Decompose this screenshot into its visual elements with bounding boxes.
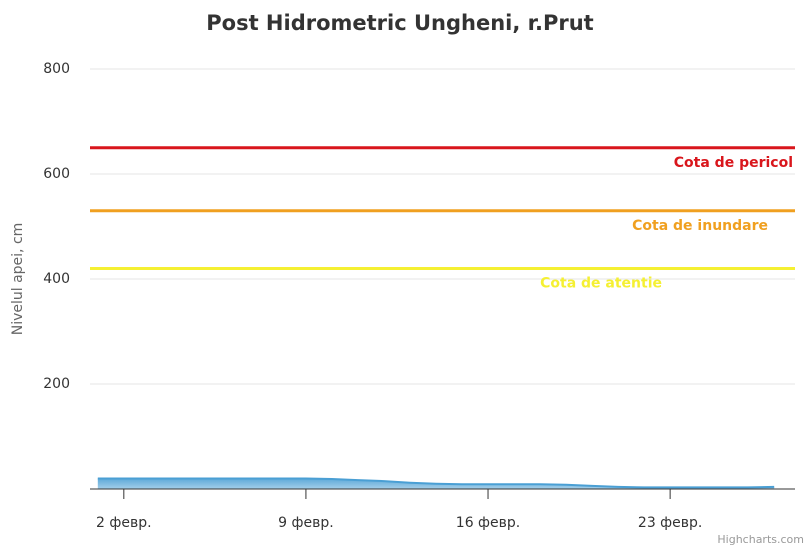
x-tick-label: 9 февр. (278, 515, 334, 531)
x-tick-label: 2 февр. (96, 515, 152, 531)
credits: Highcharts.com (717, 533, 804, 546)
y-axis-label: Nivelul apei, cm (10, 223, 26, 336)
area-line (97, 477, 775, 489)
y-tick-label: 400 (43, 271, 70, 287)
plot-line-label: Cota de atentie (540, 276, 662, 292)
y-tick-label: 800 (43, 61, 70, 77)
x-tick-label: 23 февр. (638, 515, 702, 531)
plot-line-label: Cota de pericol (674, 155, 793, 171)
chart-title: Post Hidrometric Ungheni, r.Prut (206, 11, 593, 35)
y-tick-label: 200 (43, 376, 70, 392)
x-tick-label: 16 февр. (456, 515, 520, 531)
plot-line-label: Cota de inundare (632, 218, 768, 234)
y-tick-label: 600 (43, 166, 70, 182)
